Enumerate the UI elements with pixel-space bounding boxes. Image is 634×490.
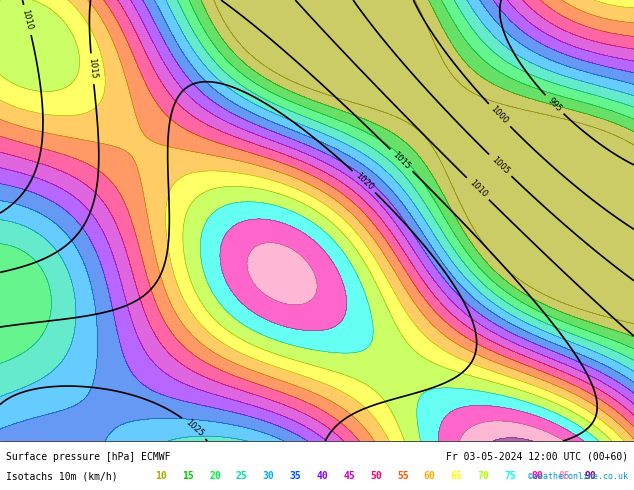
Text: 1015: 1015 [87, 58, 98, 79]
Text: 60: 60 [424, 471, 436, 481]
Text: 995: 995 [546, 96, 563, 113]
Text: 35: 35 [290, 471, 301, 481]
Text: 45: 45 [343, 471, 355, 481]
Text: 25: 25 [236, 471, 248, 481]
Text: Surface pressure [hPa] ECMWF: Surface pressure [hPa] ECMWF [6, 452, 171, 462]
Text: 1000: 1000 [489, 104, 510, 126]
Text: 1020: 1020 [353, 171, 375, 192]
Text: 75: 75 [505, 471, 516, 481]
Text: 10: 10 [155, 471, 167, 481]
Text: 55: 55 [397, 471, 409, 481]
Text: 50: 50 [370, 471, 382, 481]
Text: 80: 80 [531, 471, 543, 481]
Text: 70: 70 [477, 471, 489, 481]
Text: 1005: 1005 [489, 155, 511, 176]
Text: 40: 40 [316, 471, 328, 481]
Text: 20: 20 [209, 471, 221, 481]
Text: ©weatheronline.co.uk: ©weatheronline.co.uk [527, 472, 628, 481]
Text: 15: 15 [182, 471, 194, 481]
Text: 1015: 1015 [391, 150, 412, 171]
Text: 1010: 1010 [467, 178, 489, 199]
Text: 85: 85 [558, 471, 570, 481]
Text: Isotachs 10m (km/h): Isotachs 10m (km/h) [6, 471, 118, 481]
Text: 30: 30 [262, 471, 275, 481]
Text: 1025: 1025 [183, 417, 205, 438]
Text: 1010: 1010 [21, 9, 34, 31]
Text: 90: 90 [585, 471, 597, 481]
Text: Fr 03-05-2024 12:00 UTC (00+60): Fr 03-05-2024 12:00 UTC (00+60) [446, 452, 628, 462]
Text: 65: 65 [451, 471, 462, 481]
